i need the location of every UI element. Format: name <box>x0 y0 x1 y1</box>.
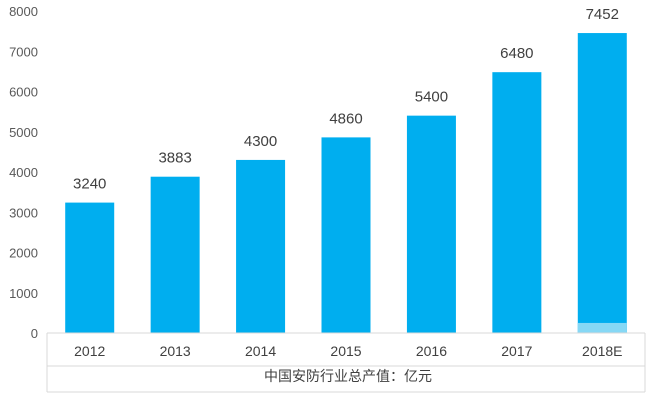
data-label: 6480 <box>500 45 533 62</box>
data-label: 3240 <box>73 176 106 193</box>
bar-estimate-segment <box>577 322 627 333</box>
y-axis-ticks: 0 1000 2000 3000 4000 5000 6000 7000 8000 <box>9 4 38 341</box>
x-tick-label: 2018E <box>582 343 622 359</box>
y-tick-label: 4000 <box>9 165 38 180</box>
bar <box>492 72 542 334</box>
x-tick-label: 2013 <box>160 343 191 359</box>
bar <box>577 33 627 333</box>
y-tick-label: 1000 <box>9 286 38 301</box>
y-tick-label: 5000 <box>9 125 38 140</box>
data-label: 7452 <box>586 6 619 23</box>
data-label: 4300 <box>244 133 277 150</box>
y-tick-label: 7000 <box>9 44 38 59</box>
bar <box>65 202 115 333</box>
bar <box>150 176 200 333</box>
y-tick-label: 2000 <box>9 246 38 261</box>
data-label: 5400 <box>415 89 448 106</box>
y-tick-label: 8000 <box>9 4 38 19</box>
bar <box>406 115 456 334</box>
chart-caption: 中国安防行业总产值：亿元 <box>264 369 432 385</box>
data-label: 3883 <box>158 150 191 167</box>
x-tick-label: 2016 <box>416 343 447 359</box>
bar <box>236 159 286 333</box>
x-tick-label: 2012 <box>74 343 105 359</box>
bars <box>65 33 627 334</box>
data-label: 4860 <box>329 110 362 127</box>
y-tick-label: 6000 <box>9 85 38 100</box>
y-tick-label: 3000 <box>9 205 38 220</box>
data-labels: 3240 3883 4300 4860 5400 6480 7452 <box>73 6 619 193</box>
y-tick-label: 0 <box>31 326 38 341</box>
bar <box>321 137 371 333</box>
x-tick-label: 2014 <box>245 343 276 359</box>
x-axis-labels: 2012 2013 2014 2015 2016 2017 2018E <box>74 343 622 359</box>
x-tick-label: 2015 <box>330 343 361 359</box>
category-axis-box <box>46 332 646 393</box>
x-tick-label: 2017 <box>501 343 532 359</box>
